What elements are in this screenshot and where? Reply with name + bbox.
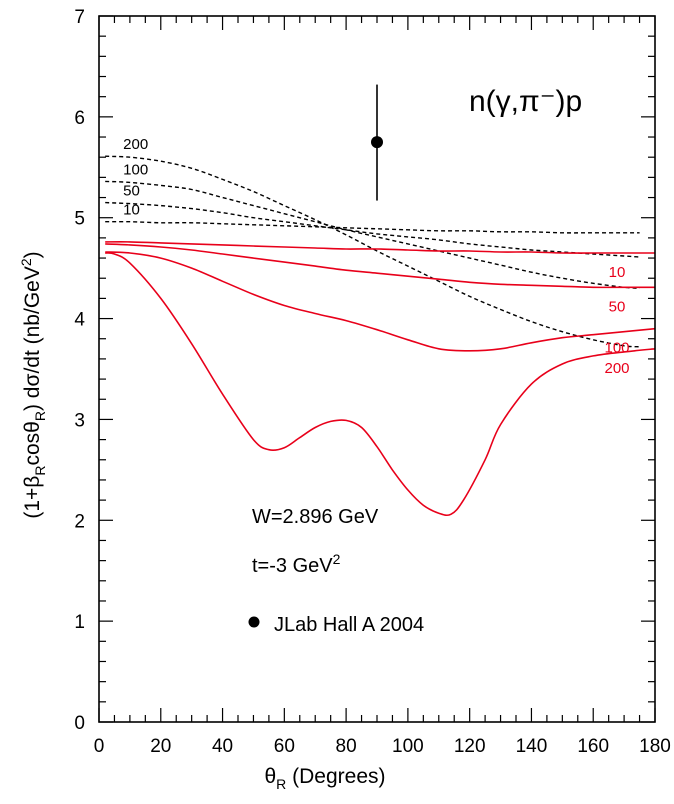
dashed-curve-200 xyxy=(105,155,640,348)
dashed-curve-label-50: 50 xyxy=(123,183,140,200)
x-tick-label: 0 xyxy=(94,736,105,757)
x-tick-label: 140 xyxy=(516,736,548,757)
y-tick-label: 5 xyxy=(74,209,85,230)
dashed-curve-10 xyxy=(105,220,640,234)
x-tick-label: 20 xyxy=(150,736,171,757)
x-tick-label: 80 xyxy=(336,736,357,757)
x-tick-label: 100 xyxy=(392,736,424,757)
y-tick-label: 4 xyxy=(74,310,85,331)
y-tick-label: 6 xyxy=(74,108,85,129)
dashed-curve-label-200: 200 xyxy=(123,136,148,153)
x-tick-label: 180 xyxy=(639,736,671,757)
x-tick-label: 160 xyxy=(577,736,609,757)
dashed-curve-label-10: 10 xyxy=(123,202,140,219)
y-tick-label: 0 xyxy=(74,713,85,734)
solid-curve-50 xyxy=(105,243,655,289)
energy-annotation: W=2.896 GeV xyxy=(252,506,379,528)
x-tick-label: 60 xyxy=(274,736,295,757)
legend-marker xyxy=(248,616,260,628)
dashed-curve-50 xyxy=(105,201,640,258)
x-axis-title: θR (Degrees) xyxy=(264,765,385,792)
y-tick-label: 7 xyxy=(74,7,85,28)
solid-curve-label-10: 10 xyxy=(609,264,626,281)
solid-curve-10 xyxy=(105,241,655,254)
x-tick-label: 120 xyxy=(454,736,486,757)
solid-curve-label-200: 200 xyxy=(604,360,629,377)
data-point-layer xyxy=(371,84,383,201)
chart-title: n(γ,π⁻)p xyxy=(469,85,582,118)
solid-curve-200 xyxy=(105,252,656,517)
axes: 0 20 40 60 80 100 120 140 160 180 0 1 2 3 4 5 6 7 xyxy=(74,7,670,757)
y-tick-label: 3 xyxy=(74,410,85,431)
solid-curve-label-50: 50 xyxy=(609,298,626,315)
data-point-marker xyxy=(371,136,383,149)
x-tick-label: 40 xyxy=(212,736,233,757)
solid-curve-100 xyxy=(105,251,656,352)
y-axis-title: (1+βRcosθR) dσ/dt (nb/GeV2) xyxy=(18,251,48,518)
legend-label: JLab Hall A 2004 xyxy=(274,614,424,636)
y-tick-label: 1 xyxy=(74,612,85,633)
dashed-curve-100 xyxy=(105,180,640,289)
momentum-transfer-annotation: t=-3 GeV2 xyxy=(252,551,341,577)
y-tick-label: 2 xyxy=(74,511,85,532)
dashed-curve-label-100: 100 xyxy=(123,161,148,178)
